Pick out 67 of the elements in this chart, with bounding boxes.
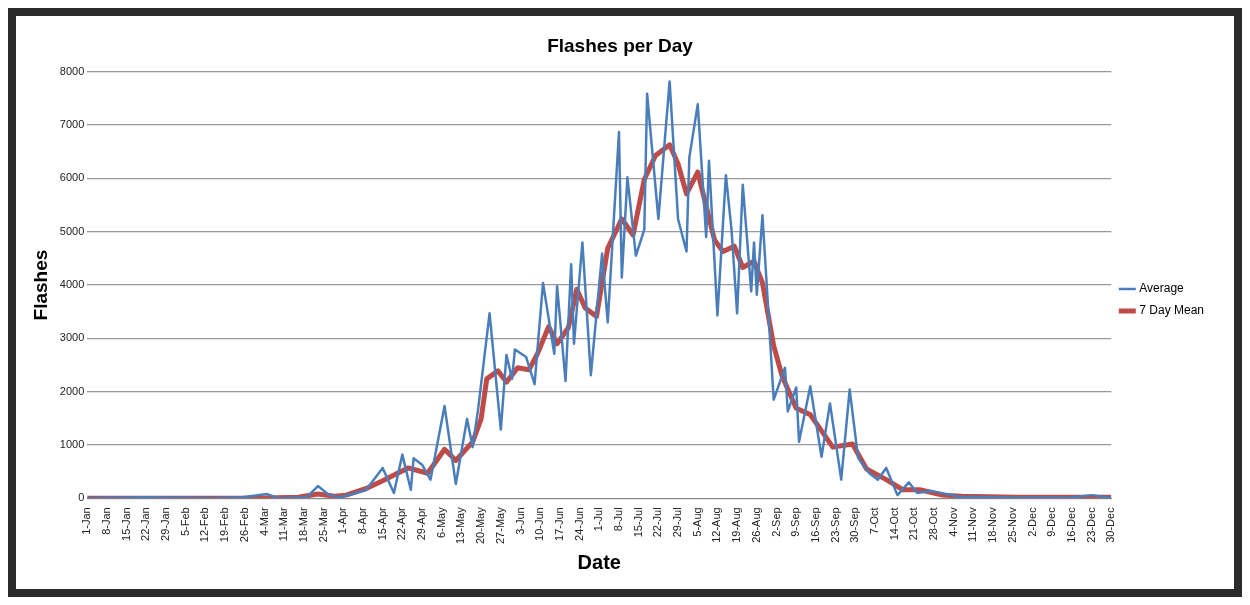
x-tick-label: 16-Sep <box>808 507 821 543</box>
x-tick-label: 27-May <box>493 506 506 545</box>
y-tick-label: 2000 <box>59 384 85 397</box>
y-tick-label: 5000 <box>59 224 85 237</box>
x-tick-label: 11-Mar <box>277 506 290 542</box>
x-tick-label: 15-Apr <box>375 507 388 541</box>
x-tick-label: 1-Apr <box>336 506 349 535</box>
x-tick-label: 14-Oct <box>887 507 900 541</box>
x-tick-label: 22-Jul <box>651 507 664 538</box>
x-tick-label: 4-Nov <box>946 506 959 537</box>
x-tick-label: 2-Sep <box>769 507 782 537</box>
chart-title: Flashes per Day <box>547 34 694 56</box>
x-tick-label: 17-Jun <box>552 507 565 541</box>
x-tick-label: 24-Jun <box>572 507 585 541</box>
x-tick-label: 2-Dec <box>1025 506 1038 537</box>
x-tick-label: 5-Feb <box>178 507 191 537</box>
x-tick-label: 9-Sep <box>789 507 802 537</box>
x-tick-label: 9-Dec <box>1045 506 1058 537</box>
x-tick-label: 8-Jan <box>99 507 112 535</box>
x-tick-label: 23-Sep <box>828 507 841 543</box>
x-tick-label: 7-Oct <box>868 507 881 535</box>
x-tick-label: 21-Oct <box>907 507 920 541</box>
x-tick-label: 1-Jul <box>592 507 605 532</box>
x-tick-label: 6-May <box>434 506 447 538</box>
x-tick-label: 12-Aug <box>710 507 723 543</box>
y-tick-label: 3000 <box>59 331 85 344</box>
legend-label: Average <box>1139 281 1185 296</box>
x-tick-label: 25-Nov <box>1005 506 1018 543</box>
x-tick-label: 29-Apr <box>415 507 428 541</box>
y-tick-label: 6000 <box>59 171 85 184</box>
x-tick-label: 19-Feb <box>218 507 231 543</box>
y-tick-label: 7000 <box>59 118 85 131</box>
x-tick-label: 8-Jul <box>612 507 625 532</box>
x-tick-label: 29-Jan <box>159 507 172 541</box>
x-tick-label: 18-Mar <box>296 506 309 543</box>
x-tick-label: 26-Aug <box>749 507 762 543</box>
x-tick-label: 15-Jul <box>631 507 644 538</box>
y-tick-label: 8000 <box>59 64 85 77</box>
y-tick-label: 1000 <box>59 438 85 451</box>
x-tick-label: 11-Nov <box>966 506 979 542</box>
x-tick-label: 22-Jan <box>139 507 152 541</box>
x-tick-label: 29-Jul <box>671 507 684 538</box>
x-tick-label: 26-Feb <box>237 507 250 543</box>
x-tick-label: 22-Apr <box>395 507 408 541</box>
x-tick-label: 15-Jan <box>119 507 132 541</box>
x-tick-label: 5-Aug <box>690 507 703 537</box>
x-tick-label: 3-Jun <box>513 507 526 535</box>
x-tick-label: 16-Dec <box>1064 506 1077 543</box>
legend-label: 7 Day Mean <box>1139 303 1204 318</box>
x-tick-label: 10-Jun <box>533 507 546 541</box>
x-tick-label: 12-Feb <box>198 507 211 543</box>
x-tick-label: 23-Dec <box>1084 506 1097 543</box>
x-tick-label: 1-Jan <box>80 507 93 535</box>
x-axis-title: Date <box>577 550 621 573</box>
x-tick-label: 13-May <box>454 506 467 545</box>
x-tick-label: 8-Apr <box>356 506 368 535</box>
x-tick-label: 20-May <box>474 506 487 545</box>
x-tick-label: 30-Sep <box>848 507 861 543</box>
x-tick-label: 25-Mar <box>316 506 329 543</box>
y-tick-label: 4000 <box>59 278 85 291</box>
x-tick-label: 19-Aug <box>730 507 743 543</box>
x-tick-label: 28-Oct <box>927 507 940 541</box>
y-axis-title: Flashes <box>29 249 51 321</box>
x-tick-label: 4-Mar <box>257 506 270 537</box>
x-tick-label: 18-Nov <box>986 506 999 543</box>
y-tick-label: 0 <box>78 491 85 504</box>
x-tick-label: 30-Dec <box>1104 506 1117 543</box>
